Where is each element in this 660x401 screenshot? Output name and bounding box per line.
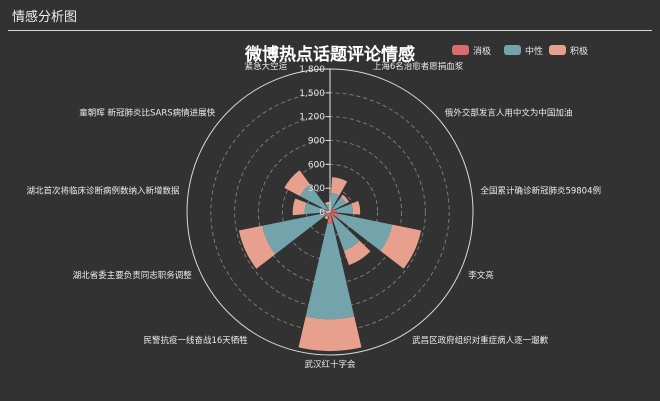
bar-segment[interactable] <box>340 194 349 204</box>
category-label: 武汉红十字会 <box>304 359 356 370</box>
page-title: 情感分析图 <box>12 10 78 25</box>
axis-tick-label: 300 <box>308 184 325 194</box>
category-label: 湖北省委主要负责同志职务调整 <box>73 270 193 281</box>
bar-segment[interactable] <box>331 177 348 196</box>
bar-segment[interactable] <box>322 212 330 217</box>
bar-segment[interactable] <box>328 212 330 215</box>
bar-segment[interactable] <box>351 201 361 215</box>
legend[interactable]: 消极 中性 积极 <box>452 45 588 57</box>
bar-segment[interactable] <box>330 208 335 212</box>
bar-segment[interactable] <box>262 213 324 255</box>
bar-segment[interactable] <box>330 192 340 210</box>
bar-segment[interactable] <box>343 240 371 266</box>
category-label: 武昌区政府组织对重症病人逐一遛歉 <box>412 335 549 346</box>
category-label: 俄外交部发言人用中文为中国加油 <box>445 107 573 118</box>
bar-segment[interactable] <box>305 223 355 320</box>
bar-segment[interactable] <box>238 225 276 269</box>
bar-segment[interactable] <box>284 170 310 197</box>
bars <box>238 170 422 352</box>
chart-title: 微博热点话题评论情感 <box>244 44 415 65</box>
bar-segment[interactable] <box>335 203 354 214</box>
category-label: 湖北首次将临床诊断病例数纳入新增数据 <box>27 185 181 196</box>
bar-segment[interactable] <box>380 224 422 269</box>
bar-segment[interactable] <box>298 316 362 352</box>
bar-segment[interactable] <box>292 198 307 216</box>
legend-swatch[interactable] <box>452 45 469 55</box>
bar-segment[interactable] <box>330 212 336 219</box>
bar-segment[interactable] <box>330 212 339 218</box>
axis-tick-label: 1,200 <box>299 113 325 123</box>
category-label: 紧急大空运 <box>245 61 288 72</box>
axis-tick-label: 1,800 <box>299 65 325 75</box>
axis-tick-label: 900 <box>308 137 325 147</box>
bar-segment[interactable] <box>326 204 330 210</box>
bar-segment[interactable] <box>304 202 328 215</box>
legend-label[interactable]: 消极 <box>473 45 491 57</box>
legend-label[interactable]: 中性 <box>525 45 543 57</box>
bar-segment[interactable] <box>327 212 333 224</box>
bar-segment[interactable] <box>332 197 347 210</box>
category-label: 童朝晖 新冠肺炎比SARS病情进展快 <box>79 107 215 118</box>
bar-segment[interactable] <box>324 215 329 220</box>
bar-segment[interactable] <box>326 208 330 212</box>
axis-tick-label: 600 <box>308 160 325 170</box>
axis-tick-label: 0 <box>319 208 325 218</box>
legend-swatch[interactable] <box>504 45 521 55</box>
bar-segment[interactable] <box>326 213 330 218</box>
bar-segment[interactable] <box>330 209 337 213</box>
category-labels: 上海6名治愈者愿捐血浆俄外交部发言人用中文为中国加油全国累计确诊新冠肺炎5980… <box>27 61 601 370</box>
bar-segment[interactable] <box>336 213 393 251</box>
bar-segment[interactable] <box>324 201 330 206</box>
category-label: 上海6名治愈者愿捐血浆 <box>373 61 464 72</box>
legend-swatch[interactable] <box>549 45 566 55</box>
radius-axis: 0 300 600 900 1,200 1,500 1,800 <box>299 65 331 218</box>
bar-segment[interactable] <box>299 184 328 211</box>
legend-label[interactable]: 积极 <box>570 45 588 57</box>
category-label: 李文亮 <box>468 270 494 281</box>
title-divider <box>8 30 652 31</box>
category-label: 全国累计确诊新冠肺炎59804例 <box>480 185 601 196</box>
axis-tick-label: 1,500 <box>299 89 325 99</box>
bar-segment[interactable] <box>332 216 360 251</box>
category-label: 民警抗疫一线奋战16天牺牲 <box>143 335 248 346</box>
